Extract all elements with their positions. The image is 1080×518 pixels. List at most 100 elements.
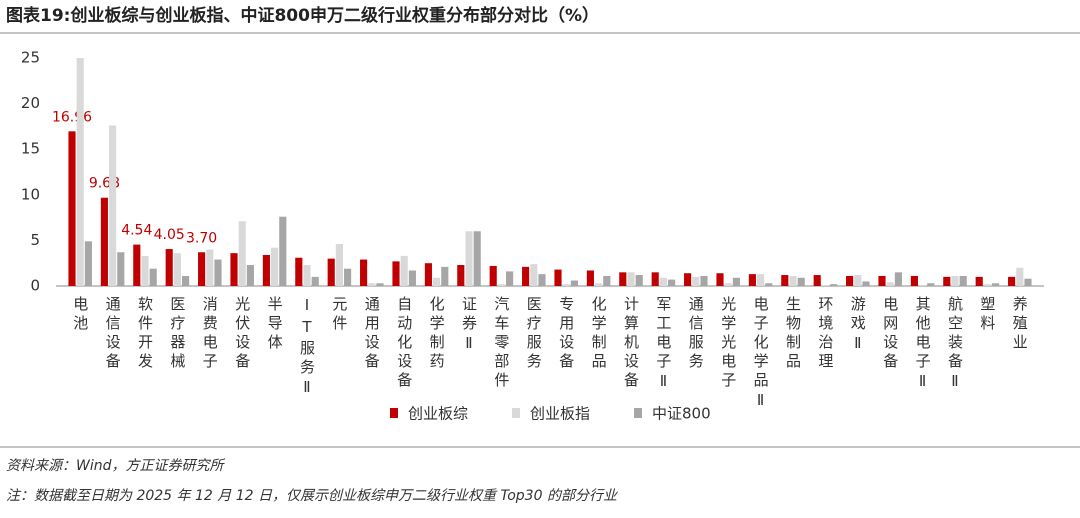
bar — [692, 276, 700, 286]
bar — [910, 275, 918, 286]
bar — [441, 266, 449, 286]
bar — [619, 272, 627, 286]
legend-swatch — [390, 408, 398, 418]
x-tick-label: 证券Ⅱ — [460, 296, 478, 356]
bar — [748, 274, 756, 286]
data-label: 16.96 — [52, 109, 92, 125]
bar — [465, 231, 473, 286]
bar — [1016, 267, 1024, 286]
bar — [668, 279, 676, 286]
bar — [959, 275, 967, 286]
bar — [586, 270, 594, 286]
legend-swatch — [512, 408, 520, 418]
bar — [732, 277, 740, 286]
bar — [757, 274, 765, 286]
bar — [392, 261, 400, 286]
bar — [927, 283, 935, 286]
y-tick-label: 15 — [21, 140, 40, 158]
bar — [862, 281, 870, 286]
bar — [424, 263, 432, 286]
bar — [68, 131, 76, 286]
bar — [821, 285, 829, 286]
bar — [659, 277, 667, 286]
x-tick-label: 环境治理 — [816, 296, 834, 372]
bar — [1024, 278, 1032, 286]
bar — [1008, 276, 1016, 286]
bar — [781, 275, 789, 286]
x-tick-label: 化学制药 — [428, 296, 446, 372]
bar — [538, 274, 546, 286]
bar — [797, 277, 805, 286]
x-tick-label: 专用设备 — [557, 296, 575, 372]
y-tick-label: 5 — [30, 231, 40, 249]
x-tick-label: 电子化学品Ⅱ — [752, 296, 770, 413]
x-tick-label: 电网设备 — [881, 296, 899, 372]
bar — [919, 285, 927, 286]
bar — [206, 249, 214, 286]
x-tick-label: 游戏Ⅱ — [849, 296, 867, 356]
bar — [724, 283, 732, 286]
bar — [627, 272, 635, 286]
legend-label: 创业板综 — [408, 405, 468, 423]
bar — [335, 244, 343, 286]
bar — [400, 255, 408, 286]
legend-label: 创业板指 — [530, 405, 590, 423]
note: 注：数据截至日期为 2025 年 12 月 12 日，仅展示创业板综申万二级行业… — [6, 488, 618, 504]
x-tick-label: 通信服务 — [687, 296, 705, 372]
bar — [716, 273, 724, 286]
x-tick-label: 自动化设备 — [395, 296, 413, 391]
data-label: 4.05 — [154, 227, 185, 243]
bar — [992, 283, 1000, 286]
bar — [457, 265, 465, 286]
legend-label: 中证800 — [652, 405, 711, 423]
bar — [182, 275, 190, 286]
bar — [983, 284, 991, 286]
bar — [141, 255, 149, 286]
bar — [246, 265, 254, 286]
bar — [554, 269, 562, 286]
bar — [522, 266, 530, 286]
bar — [846, 275, 854, 286]
bar — [943, 276, 951, 286]
y-tick-label: 0 — [30, 277, 40, 295]
bar — [117, 252, 125, 286]
bar — [562, 284, 570, 286]
bar — [76, 58, 84, 286]
bar — [133, 244, 141, 286]
x-tick-label: 医疗服务 — [525, 296, 543, 372]
x-tick-label: 军工电子Ⅱ — [654, 296, 672, 394]
bar — [894, 272, 902, 286]
data-label: 3.70 — [186, 230, 217, 246]
x-tick-label: 通用设备 — [363, 296, 381, 372]
bar — [262, 254, 270, 286]
x-tick-label: 通信设备 — [104, 296, 122, 372]
bar — [271, 247, 279, 286]
y-tick-label: 10 — [21, 185, 40, 203]
y-tick-label: 25 — [21, 49, 40, 67]
bar — [570, 280, 578, 286]
bar — [327, 258, 335, 286]
legend-swatch — [634, 408, 642, 418]
bar — [700, 275, 708, 286]
x-tick-label: 汽车零部件 — [492, 296, 510, 391]
x-tick-label: 软件开发 — [136, 296, 154, 372]
bar — [360, 259, 368, 286]
x-tick-label: 光伏设备 — [233, 296, 251, 372]
bar — [344, 268, 352, 286]
bar — [975, 276, 983, 286]
bar — [765, 283, 773, 286]
x-tick-label: 医疗器械 — [168, 296, 186, 372]
bar — [84, 241, 92, 286]
bar — [311, 276, 319, 286]
bar — [830, 284, 838, 286]
bar — [279, 216, 287, 286]
x-tick-label: IT服务Ⅱ — [298, 296, 316, 400]
bar — [684, 273, 692, 286]
chart-title: 图表19:创业板综与创业板指、中证800申万二级行业权重分布部分对比（%） — [6, 5, 599, 26]
bar — [635, 275, 643, 286]
source: 资料来源：Wind，方正证券研究所 — [6, 458, 225, 474]
x-tick-label: 光学光电子 — [719, 296, 737, 391]
x-tick-label: 半导体 — [266, 296, 284, 353]
bar — [230, 253, 238, 286]
